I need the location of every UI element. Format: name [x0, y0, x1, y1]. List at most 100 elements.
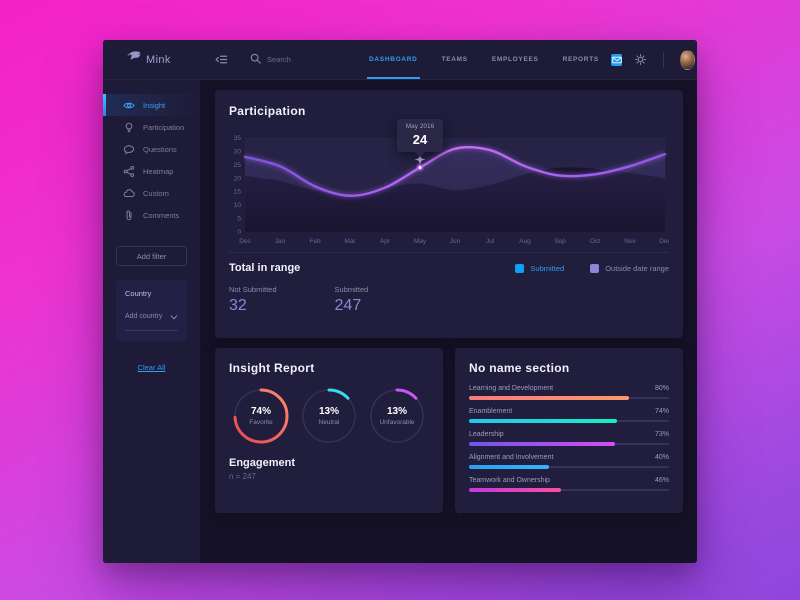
engagement-n: n = 247	[229, 472, 256, 481]
search-input[interactable]	[267, 55, 327, 64]
stat-value: 32	[229, 297, 247, 314]
legend-outside-date-range[interactable]: Outside date range	[590, 263, 669, 273]
bar-row-teamwork-and-ownership: Teamwork and Ownership 46%	[469, 477, 669, 492]
country-select-value: Add country	[125, 312, 163, 320]
stat-label: Not Submitted	[229, 285, 277, 294]
sidebar-item-custom[interactable]: Custom	[103, 182, 200, 204]
stat-value: 247	[334, 297, 362, 314]
mail-icon[interactable]	[610, 53, 623, 66]
legend-swatch	[590, 263, 600, 273]
chevron-down-icon	[170, 307, 178, 325]
donut-neutral[interactable]: 13% Neutral	[299, 386, 359, 446]
bar-percent: 74%	[654, 408, 669, 415]
chart-marker	[414, 154, 426, 172]
donut-favorite[interactable]: 74% Favorite	[231, 386, 291, 446]
svg-text:35: 35	[234, 135, 242, 142]
svg-text:25: 25	[234, 162, 242, 169]
tooltip-date: May 2016	[405, 122, 435, 130]
total-in-range-title: Total in range	[229, 262, 301, 274]
donut-percent: 74%	[250, 406, 271, 417]
bar-track	[469, 419, 669, 423]
bar-percent: 40%	[654, 454, 669, 461]
bar-track	[469, 396, 669, 400]
bar-label: Learning and Development	[469, 385, 554, 392]
legend-label: Outside date range	[605, 263, 669, 273]
main-content: Participation May 2016 24 0 5 10 15 20 25 30 35…	[200, 80, 697, 563]
search-icon	[250, 51, 261, 69]
nav-item-dashboard[interactable]: DASHBOARD	[357, 40, 430, 79]
divider	[663, 51, 665, 68]
sidebar-item-label: Custom	[143, 188, 169, 198]
bar-row-learning-and-development: Learning and Development 80%	[469, 385, 669, 400]
donut-percent: 13%	[318, 406, 339, 417]
chat-icon	[123, 143, 135, 156]
sidebar-item-questions[interactable]: Questions	[103, 138, 200, 160]
svg-text:5: 5	[237, 216, 241, 223]
country-filter-box: Country Add country	[116, 280, 187, 341]
bar-percent: 46%	[654, 477, 669, 484]
svg-text:Dec: Dec	[659, 238, 669, 245]
nav-item-teams[interactable]: TEAMS	[441, 56, 468, 63]
bar-fill	[469, 442, 615, 446]
collapse-sidebar-icon[interactable]	[215, 53, 228, 66]
topbar: Mink DASHBOARD TEAMS EMPLOYEES REPORTS	[103, 40, 697, 80]
bar-row-leadership: Leadership 73%	[469, 431, 669, 446]
submitted-area	[245, 147, 665, 232]
top-nav: DASHBOARD TEAMS EMPLOYEES REPORTS	[357, 40, 611, 79]
chart-axis-labels: 0 5 10 15 20 25 30 35 Dec Jan Feb Mar Apr May Jun Jul Au…	[234, 135, 672, 245]
country-select[interactable]: Add country	[125, 307, 178, 331]
country-filter-label: Country	[125, 289, 152, 298]
svg-text:Jan: Jan	[275, 238, 286, 245]
sidebar-item-label: Questions	[143, 144, 177, 154]
donut-unfavorable[interactable]: 13% Unfavorable	[367, 386, 427, 446]
app-window: Mink DASHBOARD TEAMS EMPLOYEES REPORTS	[103, 40, 697, 563]
svg-text:10: 10	[234, 202, 242, 209]
donut-label: Neutral	[318, 419, 340, 426]
svg-text:Aug: Aug	[519, 238, 531, 245]
bar-row-alignment-and-involvement: Alignment and Involvement 40%	[469, 454, 669, 469]
bar-label: Leadership	[469, 431, 504, 438]
sidebar: Insight Participation Questions Heatmap Cust…	[103, 80, 200, 563]
bar-track	[469, 488, 669, 492]
svg-text:30: 30	[234, 148, 242, 155]
nav-item-reports[interactable]: REPORTS	[562, 56, 599, 63]
no-name-section-title: No name section	[469, 361, 570, 375]
sidebar-item-insight[interactable]: Insight	[103, 94, 200, 116]
mink-logo-icon	[125, 50, 142, 70]
bar-percent: 80%	[654, 385, 669, 392]
sidebar-item-participation[interactable]: Participation	[103, 116, 200, 138]
stat-not-submitted: Not Submitted 32	[229, 285, 277, 315]
bar-fill	[469, 396, 629, 400]
eye-icon	[123, 99, 135, 112]
sidebar-item-label: Insight	[143, 100, 166, 110]
sidebar-item-comments[interactable]: Comments	[103, 204, 200, 226]
svg-text:Mar: Mar	[344, 238, 356, 245]
bar-track	[469, 465, 669, 469]
insight-report-title: Insight Report	[229, 361, 315, 375]
sidebar-item-heatmap[interactable]: Heatmap	[103, 160, 200, 182]
engagement-title: Engagement	[229, 457, 296, 469]
nav-item-employees[interactable]: EMPLOYEES	[491, 56, 539, 63]
legend-submitted[interactable]: Submitted	[515, 263, 564, 273]
logo-area: Mink	[103, 40, 200, 79]
sidebar-item-label: Comments	[143, 210, 180, 220]
total-in-range-section: Total in range Submitted Outside date ran…	[229, 252, 669, 315]
participation-card: Participation May 2016 24 0 5 10 15 20 25 30 35…	[215, 90, 683, 338]
gear-icon[interactable]	[634, 53, 647, 66]
share-icon	[123, 165, 135, 178]
avatar[interactable]	[680, 49, 696, 70]
bar-percent: 73%	[654, 431, 669, 438]
bar-label: Alignment and Involvement	[469, 454, 554, 461]
bar-fill	[469, 488, 561, 492]
participation-line-chart[interactable]: May 2016 24 0 5 10 15 20 25 30 35 Dec Jan Feb Mar Ap…	[229, 118, 672, 246]
participation-title: Participation	[229, 104, 306, 118]
insight-report-card: Insight Report 74% Favorite 13% Neutral 13% U…	[215, 348, 443, 513]
svg-text:Oct: Oct	[590, 238, 600, 245]
bulb-icon	[123, 121, 135, 134]
donut-percent: 13%	[386, 406, 407, 417]
clear-all-link[interactable]: Clear All	[137, 363, 166, 372]
chart-legend: Submitted Outside date range	[515, 263, 669, 273]
add-filter-button[interactable]: Add filter	[116, 246, 187, 266]
svg-text:Sep: Sep	[554, 238, 566, 245]
donut-charts: 74% Favorite 13% Neutral 13% Unfavorable	[229, 386, 429, 446]
